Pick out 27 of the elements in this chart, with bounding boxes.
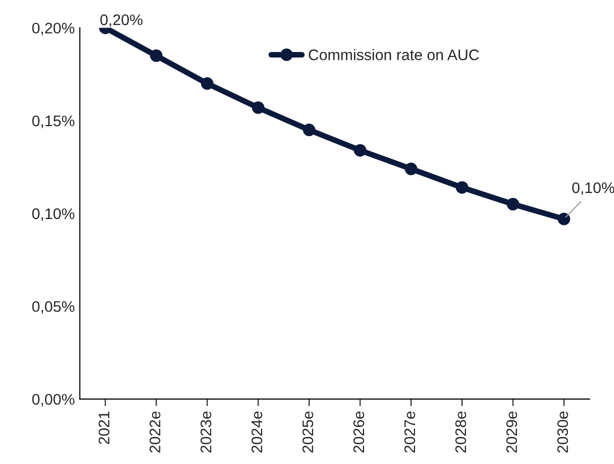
x-tick-label: 2026e xyxy=(353,412,364,453)
y-tick-label: 0,00% xyxy=(32,394,74,407)
x-tick-label: 2022e xyxy=(150,412,160,453)
y-tick-label: 0,10% xyxy=(32,208,74,221)
legend-label: Commission rate on AUC xyxy=(308,49,479,60)
y-tick-label: 0,20% xyxy=(32,22,74,36)
point xyxy=(302,124,316,136)
x-tick-label: 2024e xyxy=(251,412,262,453)
point xyxy=(200,77,214,90)
point xyxy=(558,212,570,226)
x-tick-label: 2028e xyxy=(455,412,466,453)
x-tick-label: 2029e xyxy=(506,412,518,453)
point xyxy=(404,162,418,176)
y-tick-label: 0,05% xyxy=(32,301,74,314)
data-label: 0,20% xyxy=(100,14,143,28)
x-tick-label: 2030e xyxy=(557,412,568,453)
y-tick-label: 0,15% xyxy=(32,116,74,128)
point xyxy=(456,181,468,194)
x-tick-label: 2021 xyxy=(98,412,110,444)
point xyxy=(252,101,264,114)
point xyxy=(150,49,163,62)
point xyxy=(354,144,366,157)
point xyxy=(506,198,520,210)
x-tick-label: 2023e xyxy=(200,412,212,453)
x-tick-label: 2025e xyxy=(302,412,314,453)
data-label: 0,10% xyxy=(572,182,614,195)
x-tick-label: 2027e xyxy=(404,412,416,453)
